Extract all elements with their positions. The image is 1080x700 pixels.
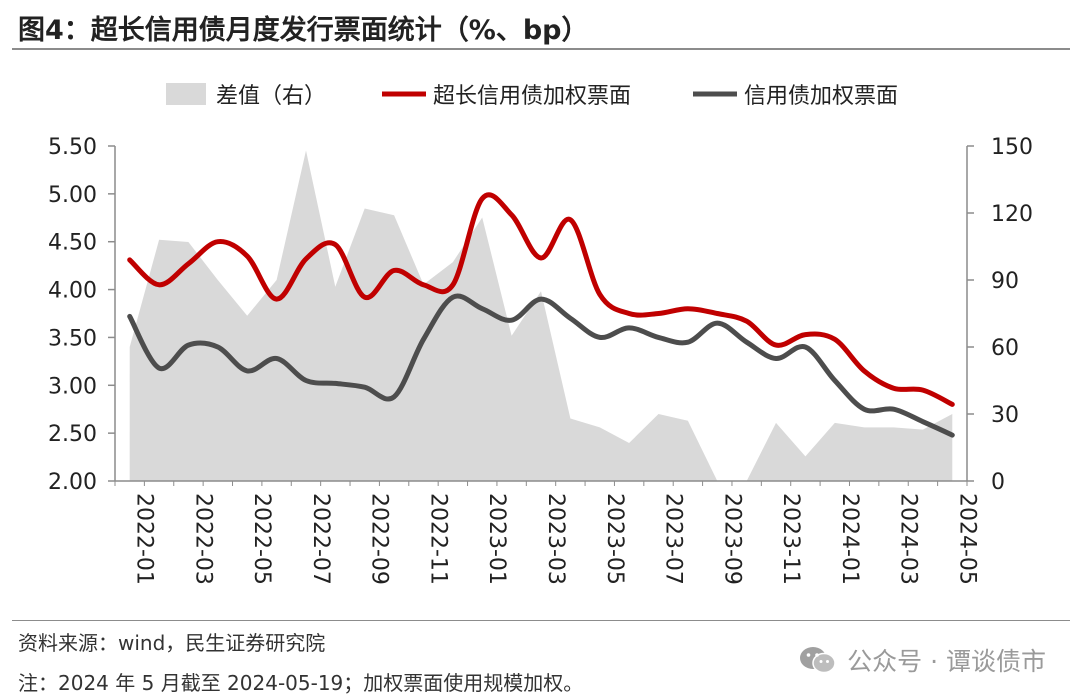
footnote: 注：2024 年 5 月截至 2024-05-19；加权票面使用规模加权。 bbox=[18, 671, 584, 695]
area-series-diff bbox=[129, 150, 953, 481]
x-tick-label: 2022-03 bbox=[190, 493, 215, 585]
x-tick-label: 2022-11 bbox=[426, 493, 451, 585]
legend-label-diff: 差值（右） bbox=[216, 84, 326, 109]
y-left-tick-label: 4.50 bbox=[48, 231, 97, 256]
y-left-tick-label: 3.50 bbox=[48, 326, 97, 351]
y-right-tick-label: 30 bbox=[991, 403, 1019, 428]
y-right-tick-label: 90 bbox=[991, 269, 1019, 294]
y-left-tick-label: 2.00 bbox=[48, 470, 97, 495]
x-tick-label: 2023-09 bbox=[719, 493, 744, 585]
y-left-tick-label: 5.50 bbox=[48, 135, 97, 160]
title-divider bbox=[12, 48, 1070, 50]
y-left-tick-label: 3.00 bbox=[48, 374, 97, 399]
x-tick-label: 2023-05 bbox=[602, 493, 627, 585]
page-title: 图4：超长信用债月度发行票面统计（%、bp） bbox=[18, 15, 589, 46]
lines-layer bbox=[127, 192, 955, 438]
y-right-tick-label: 120 bbox=[991, 202, 1033, 227]
legend-label-credit: 信用债加权票面 bbox=[744, 84, 898, 109]
wechat-icon bbox=[800, 647, 836, 674]
x-tick-label: 2024-01 bbox=[837, 493, 862, 585]
line-series-ultra-long bbox=[127, 192, 955, 407]
watermark-text: 公众号 · 谭谈债市 bbox=[847, 647, 1046, 676]
axes-layer: 5.50 5.00 4.50 4.00 3.50 3.00 2.50 2.00 150 120 90… bbox=[48, 135, 1033, 585]
footer-divider bbox=[12, 620, 1070, 621]
y-right-tick-label: 0 bbox=[991, 470, 1005, 495]
x-tick-label: 2022-07 bbox=[308, 493, 333, 585]
x-tick-label: 2024-03 bbox=[896, 493, 921, 585]
y-left-tick-label: 2.50 bbox=[48, 422, 97, 447]
legend-label-ultra-long: 超长信用债加权票面 bbox=[433, 84, 631, 109]
x-tick-label: 2023-01 bbox=[484, 493, 509, 585]
legend-swatch-diff bbox=[166, 83, 206, 105]
chart: 5.50 5.00 4.50 4.00 3.50 3.00 2.50 2.00 150 120 90… bbox=[48, 83, 1033, 585]
area-layer bbox=[129, 150, 953, 481]
source-note: 资料来源：wind，民生证券研究院 bbox=[18, 631, 326, 655]
y-left-tick-label: 4.00 bbox=[48, 279, 97, 304]
x-tick-label: 2022-09 bbox=[367, 493, 392, 585]
x-tick-label: 2023-03 bbox=[543, 493, 568, 585]
x-tick-label: 2022-05 bbox=[249, 493, 274, 585]
x-tick-label: 2022-01 bbox=[132, 493, 157, 585]
legend: 差值（右） 超长信用债加权票面 信用债加权票面 bbox=[166, 83, 898, 109]
x-tick-label: 2023-07 bbox=[661, 493, 686, 585]
x-tick-label: 2023-11 bbox=[778, 493, 803, 585]
y-right-tick-label: 150 bbox=[991, 135, 1033, 160]
y-right-tick-label: 60 bbox=[991, 336, 1019, 361]
y-left-tick-label: 5.00 bbox=[48, 183, 97, 208]
line-series-credit bbox=[127, 293, 955, 438]
watermark: 公众号 · 谭谈债市 bbox=[799, 642, 1046, 678]
x-tick-label: 2024-05 bbox=[954, 493, 979, 585]
